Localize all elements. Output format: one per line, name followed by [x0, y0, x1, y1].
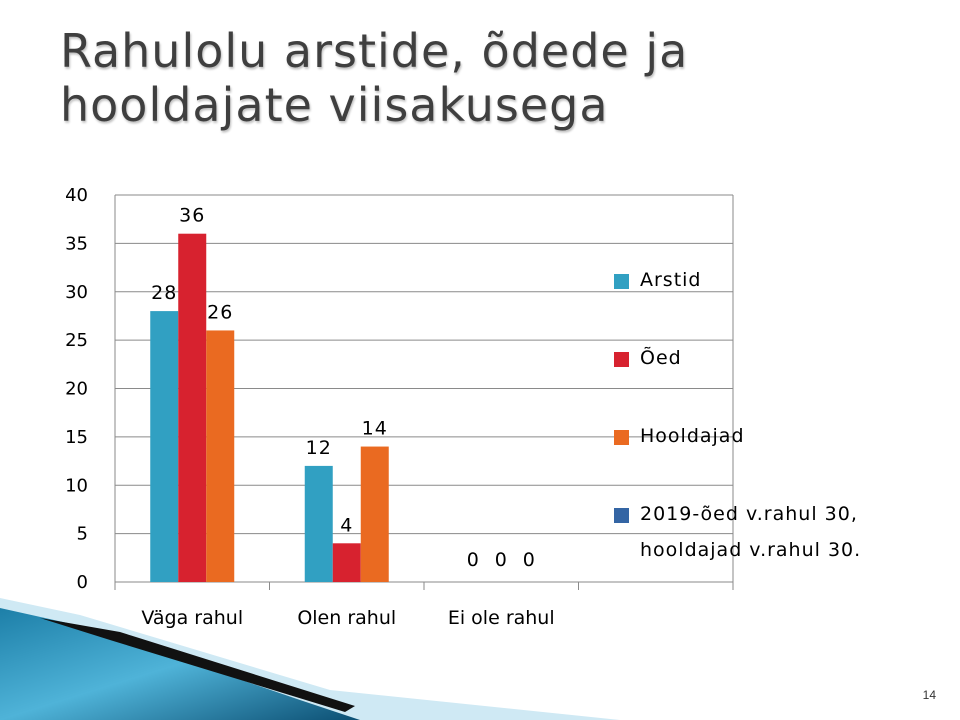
y-tick-label: 15 — [65, 427, 88, 448]
data-label: 14 — [362, 418, 388, 440]
bar — [150, 311, 179, 582]
bar — [360, 446, 389, 582]
data-label: 0 — [523, 549, 536, 571]
y-tick-label: 5 — [77, 524, 88, 545]
category-label: Ei ole rahul — [448, 607, 555, 629]
y-tick-label: 30 — [65, 282, 88, 303]
data-label: 4 — [340, 514, 353, 536]
bar — [304, 465, 333, 582]
y-axis-ticks: 0 5 10 15 20 25 30 35 40 — [65, 185, 88, 593]
corner-swoosh-blue — [0, 608, 360, 720]
category-label: Väga rahul — [141, 607, 243, 629]
legend-swatch — [614, 430, 629, 445]
legend-label: Arstid — [640, 269, 702, 291]
data-label: 0 — [495, 549, 508, 571]
legend-note-line: 2019-õed v.rahul 30, — [640, 503, 858, 525]
legend-label: Õed — [640, 346, 682, 369]
corner-swoosh-dark — [40, 618, 355, 712]
y-tick-label: 40 — [65, 185, 88, 206]
category-labels: Väga rahul Olen rahul Ei ole rahul — [141, 607, 554, 629]
data-label: 28 — [151, 282, 177, 304]
y-tick-label: 20 — [65, 379, 88, 400]
legend-swatch — [614, 274, 629, 289]
category-label: Olen rahul — [297, 607, 396, 629]
y-tick-label: 25 — [65, 330, 88, 351]
legend-note-swatch — [614, 508, 629, 523]
bars — [150, 233, 389, 582]
bar — [178, 233, 207, 582]
legend-label: Hooldajad — [640, 425, 745, 447]
slide-title: Rahulolu arstide, õdede ja hooldajate vi… — [60, 24, 689, 132]
data-label: 12 — [306, 437, 332, 459]
data-label: 36 — [179, 205, 205, 227]
data-label: 0 — [467, 549, 480, 571]
y-tick-label: 10 — [65, 475, 88, 496]
bar — [332, 543, 361, 582]
legend-swatch — [614, 352, 629, 367]
y-tick-label: 35 — [65, 233, 88, 254]
y-tick-label: 0 — [77, 572, 88, 593]
page-number: 14 — [922, 688, 936, 702]
legend-note-line: hooldajad v.rahul 30. — [640, 539, 861, 561]
bar — [206, 330, 235, 582]
data-label: 26 — [207, 301, 233, 323]
legend: Arstid Õed Hooldajad 2019-õed v.rahul 30, ho… — [614, 269, 861, 561]
